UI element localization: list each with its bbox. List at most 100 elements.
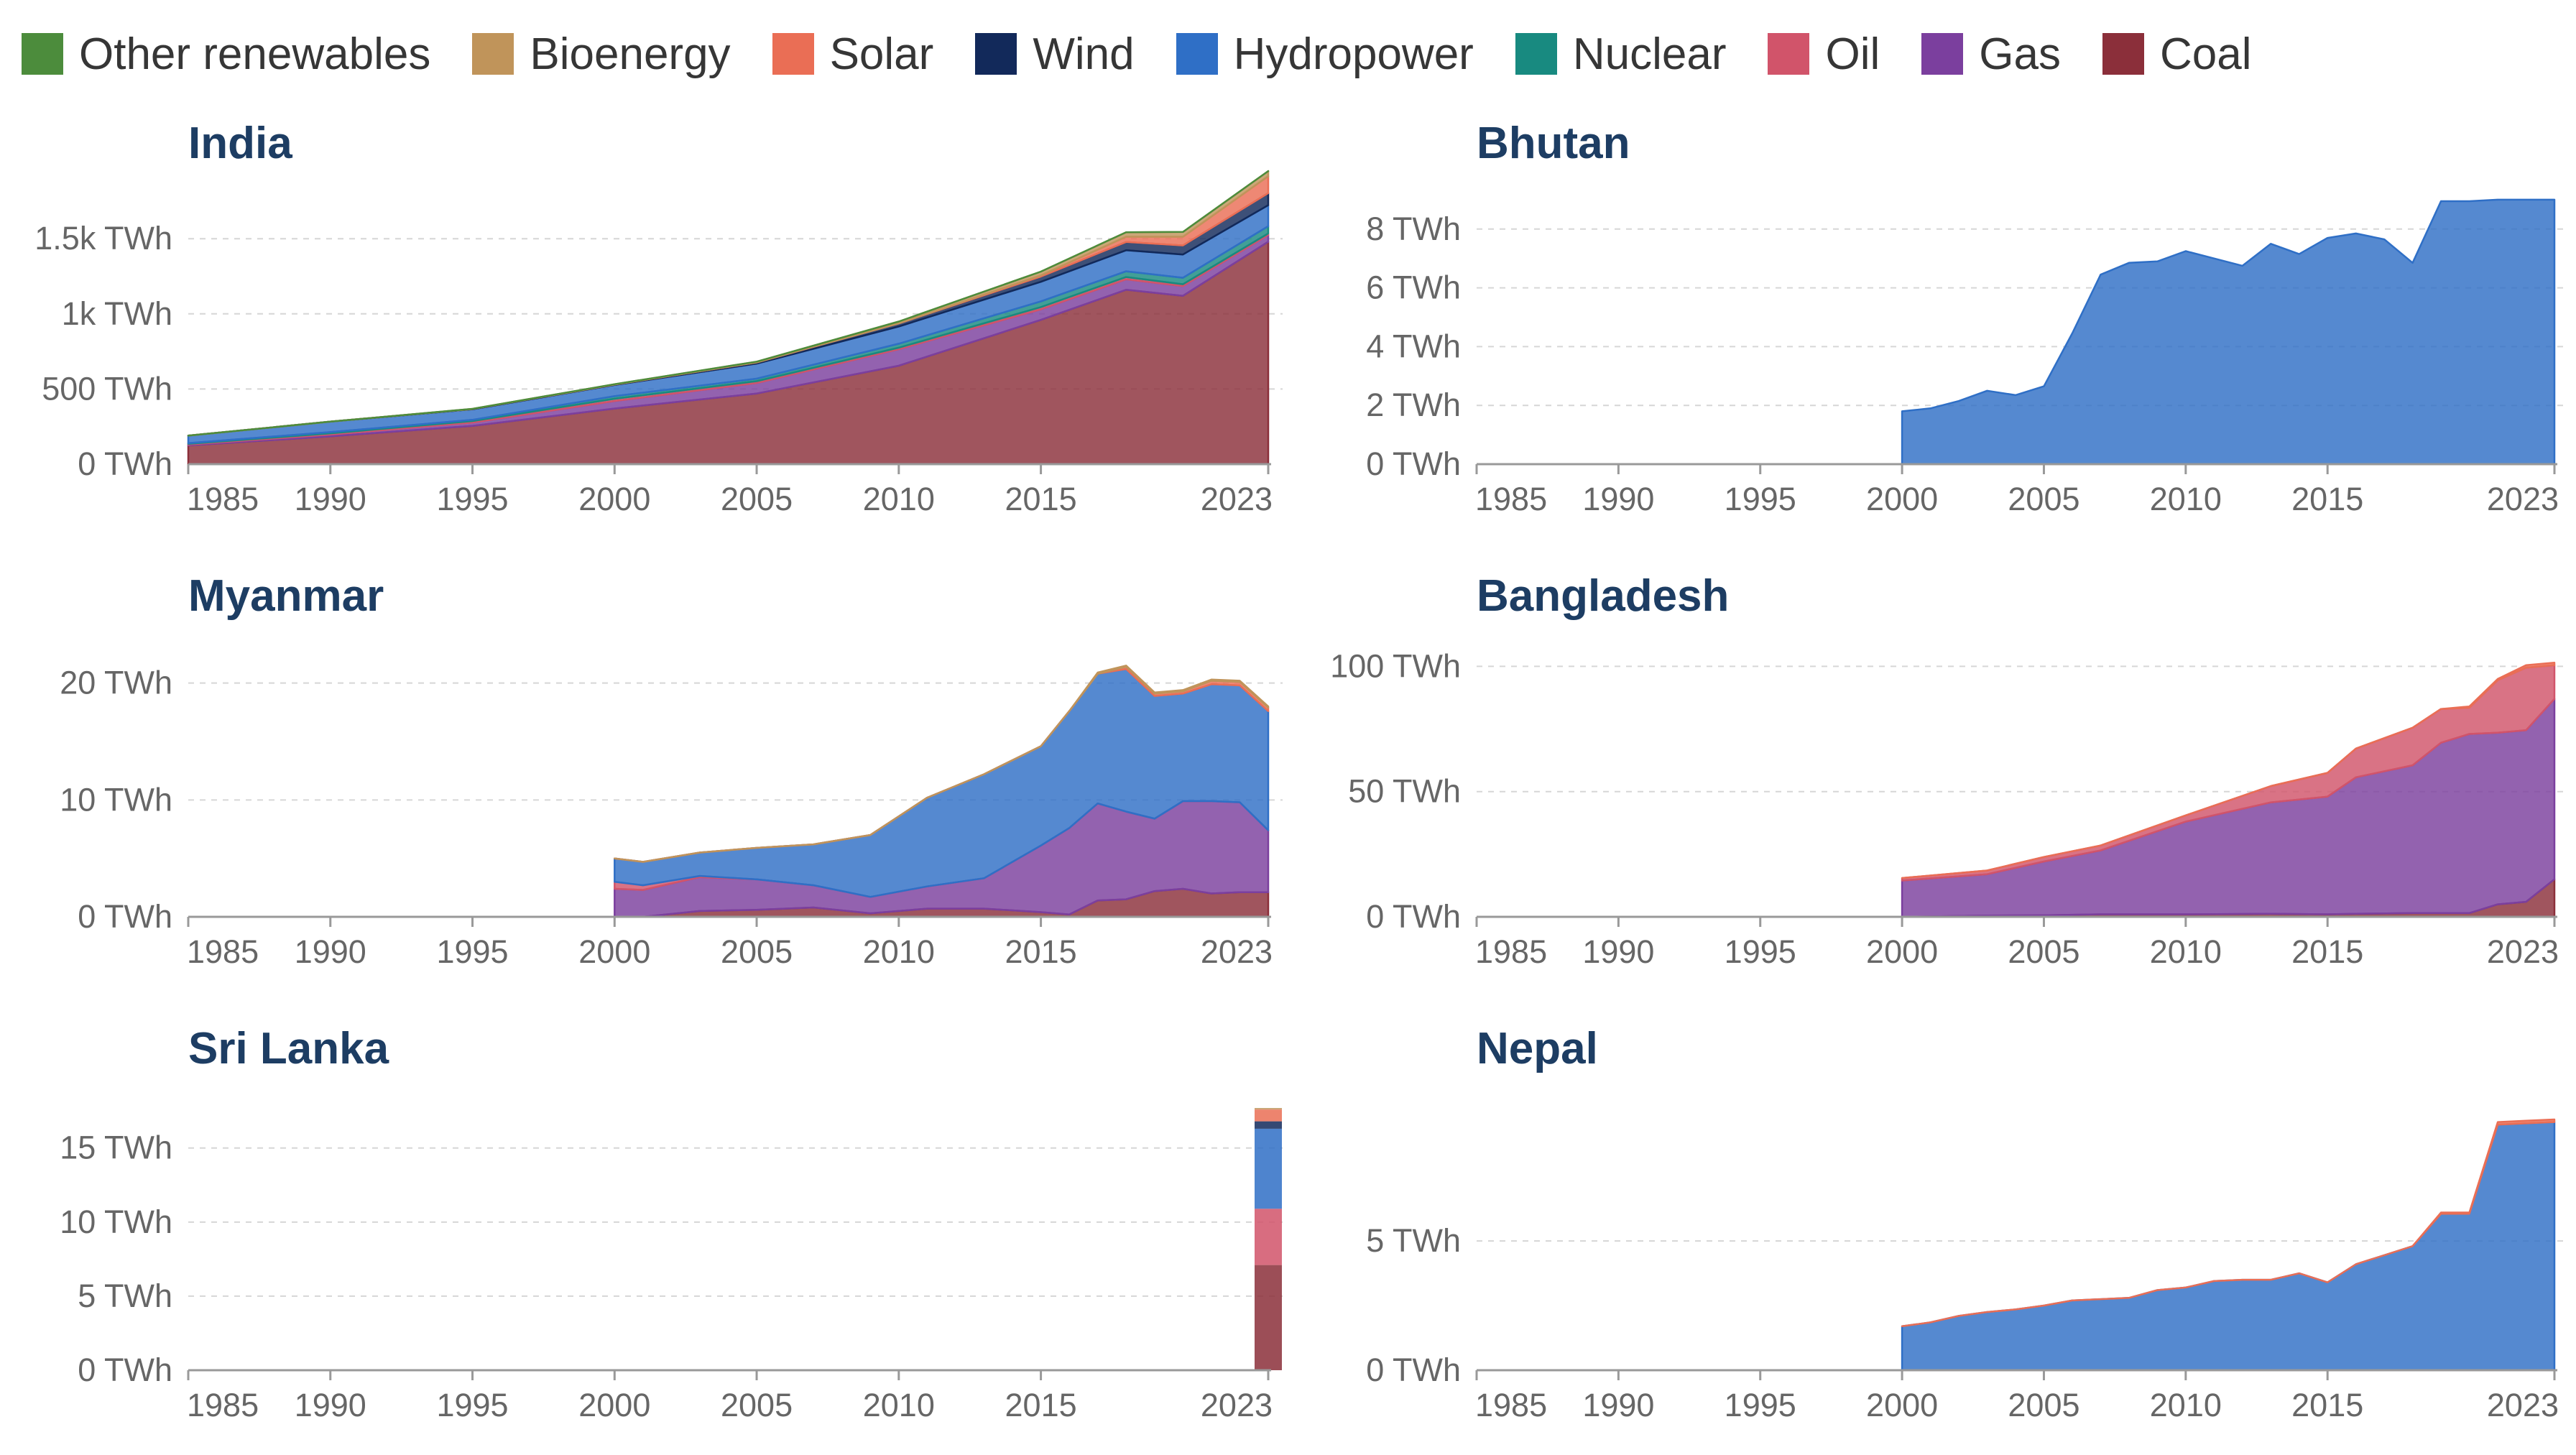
x-tick-label: 2015: [1005, 481, 1077, 517]
panel-title: Bhutan: [1477, 119, 1630, 168]
bar-segment-coal[interactable]: [1255, 1265, 1282, 1370]
area-series-hydropower[interactable]: [1901, 198, 2556, 466]
x-tick-label: 2000: [1866, 481, 1938, 517]
y-tick-label: 10 TWh: [60, 781, 172, 818]
legend-swatch: [22, 33, 63, 75]
x-tick-label: 2015: [1005, 1387, 1077, 1423]
x-tick-label: 2015: [2291, 481, 2363, 517]
y-tick-label: 0 TWh: [78, 445, 172, 482]
x-tick-label: 2015: [1005, 933, 1077, 970]
x-tick-label: 1990: [1582, 1387, 1654, 1423]
legend-label: Wind: [1033, 29, 1135, 79]
bar-segment-wind[interactable]: [1255, 1121, 1282, 1129]
legend-swatch: [1768, 33, 1810, 75]
chart-panel-bangladesh: Bangladesh 0 TWh 50 TWh 100 TWh 1985 1990 1995…: [1330, 571, 2569, 970]
x-tick-label: 2010: [2150, 481, 2222, 517]
y-tick-label: 50 TWh: [1348, 773, 1461, 810]
legend-item-wind[interactable]: Wind: [975, 29, 1135, 80]
legend: Other renewables Bioenergy Solar Wind Hydrop…: [22, 29, 2293, 79]
x-tick-label: 1990: [295, 933, 366, 970]
x-tick-label: 1990: [295, 481, 366, 517]
x-tick-label: 1985: [187, 933, 259, 970]
legend-swatch: [1921, 33, 1964, 75]
x-tick-label: 1995: [1725, 933, 1796, 970]
bar-segment-oil[interactable]: [1255, 1209, 1282, 1265]
legend-item-hydropower[interactable]: Hydropower: [1176, 29, 1474, 80]
area-series-other-renewables[interactable]: [187, 170, 1270, 437]
legend-swatch: [1176, 33, 1218, 75]
x-tick-label: 2023: [2487, 1387, 2559, 1423]
x-tick-label: 2005: [2008, 933, 2079, 970]
legend-swatch: [1515, 33, 1557, 75]
chart-panel-sri-lanka: Sri Lanka 0 TWh 5 TWh 10 TWh 15 TWh 1985 1990 1…: [60, 1024, 1283, 1423]
y-tick-label: 4 TWh: [1366, 328, 1461, 364]
area-series-bioenergy[interactable]: [614, 665, 1270, 863]
y-tick-label: 1k TWh: [62, 295, 172, 332]
x-tick-label: 1985: [1475, 1387, 1547, 1423]
legend-item-nuclear[interactable]: Nuclear: [1515, 29, 1726, 80]
legend-item-coal[interactable]: Coal: [2102, 29, 2251, 80]
x-tick-label: 2023: [2487, 481, 2559, 517]
legend-label: Other renewables: [79, 29, 431, 79]
x-tick-label: 1990: [1582, 481, 1654, 517]
y-tick-label: 0 TWh: [1366, 445, 1461, 482]
panel-title: Myanmar: [188, 571, 384, 621]
y-tick-label: 0 TWh: [1366, 1352, 1461, 1388]
y-tick-label: 2 TWh: [1366, 387, 1461, 423]
y-tick-label: 0 TWh: [1366, 898, 1461, 935]
area-series-hydropower[interactable]: [1901, 1121, 2556, 1372]
x-tick-label: 1995: [436, 481, 508, 517]
chart-panel-myanmar: Myanmar 0 TWh 10 TWh 20 TWh 1985 1990 1995 2000…: [60, 571, 1283, 970]
x-tick-label: 2000: [578, 481, 650, 517]
x-tick-label: 2010: [2150, 1387, 2222, 1423]
panel-title: Bangladesh: [1477, 571, 1729, 621]
y-tick-label: 5 TWh: [1366, 1222, 1461, 1259]
x-tick-label: 1995: [436, 933, 508, 970]
legend-swatch: [772, 33, 814, 75]
x-tick-label: 2005: [721, 933, 793, 970]
legend-item-bioenergy[interactable]: Bioenergy: [472, 29, 731, 80]
x-tick-label: 2010: [863, 933, 935, 970]
chart-panel-india: India 0 TWh 500 TWh 1k TWh 1.5k TWh 1985 1990 1…: [34, 119, 1283, 517]
legend-label: Bioenergy: [530, 29, 731, 79]
x-tick-label: 1985: [1475, 481, 1547, 517]
panel-title: Sri Lanka: [188, 1024, 389, 1073]
bar-segment-bioenergy[interactable]: [1255, 1108, 1282, 1110]
x-tick-label: 2023: [1201, 481, 1273, 517]
y-tick-label: 0 TWh: [78, 898, 172, 935]
x-tick-label: 2005: [2008, 1387, 2079, 1423]
x-tick-label: 1985: [1475, 933, 1547, 970]
y-tick-label: 1.5k TWh: [34, 220, 172, 257]
chart-panel-nepal: Nepal 0 TWh 5 TWh 1985 1990 1995 2000 2005 2010 2…: [1366, 1024, 2569, 1423]
x-tick-label: 1995: [436, 1387, 508, 1423]
x-tick-label: 2023: [1201, 1387, 1273, 1423]
legend-item-other-renewables[interactable]: Other renewables: [22, 29, 430, 80]
x-tick-label: 2023: [1201, 933, 1273, 970]
x-tick-label: 2010: [863, 1387, 935, 1423]
x-tick-label: 2015: [2291, 1387, 2363, 1423]
area-series-solar[interactable]: [1901, 1118, 2556, 1328]
legend-label: Solar: [829, 29, 934, 79]
x-tick-label: 2010: [2150, 933, 2222, 970]
y-tick-label: 500 TWh: [42, 370, 172, 407]
legend-label: Hydropower: [1233, 29, 1474, 79]
legend-item-gas[interactable]: Gas: [1921, 29, 2061, 80]
legend-item-oil[interactable]: Oil: [1768, 29, 1880, 80]
y-tick-label: 5 TWh: [78, 1278, 172, 1314]
chart-panel-bhutan: Bhutan 0 TWh 2 TWh 4 TWh 6 TWh 8 TWh 1985 1990 1…: [1366, 119, 2569, 517]
area-series-solar[interactable]: [1901, 661, 2556, 879]
legend-label: Oil: [1825, 29, 1880, 79]
x-tick-label: 2000: [1866, 1387, 1938, 1423]
bar-segment-solar[interactable]: [1255, 1109, 1282, 1122]
panel-title: India: [188, 119, 292, 168]
bar-segment-hydropower[interactable]: [1255, 1128, 1282, 1209]
legend-item-solar[interactable]: Solar: [772, 29, 934, 80]
x-tick-label: 1985: [187, 481, 259, 517]
x-tick-label: 1995: [1725, 1387, 1796, 1423]
x-tick-label: 2015: [2291, 933, 2363, 970]
y-tick-label: 10 TWh: [60, 1204, 172, 1240]
x-tick-label: 2023: [2487, 933, 2559, 970]
y-tick-label: 8 TWh: [1366, 211, 1461, 247]
y-tick-label: 20 TWh: [60, 665, 172, 701]
